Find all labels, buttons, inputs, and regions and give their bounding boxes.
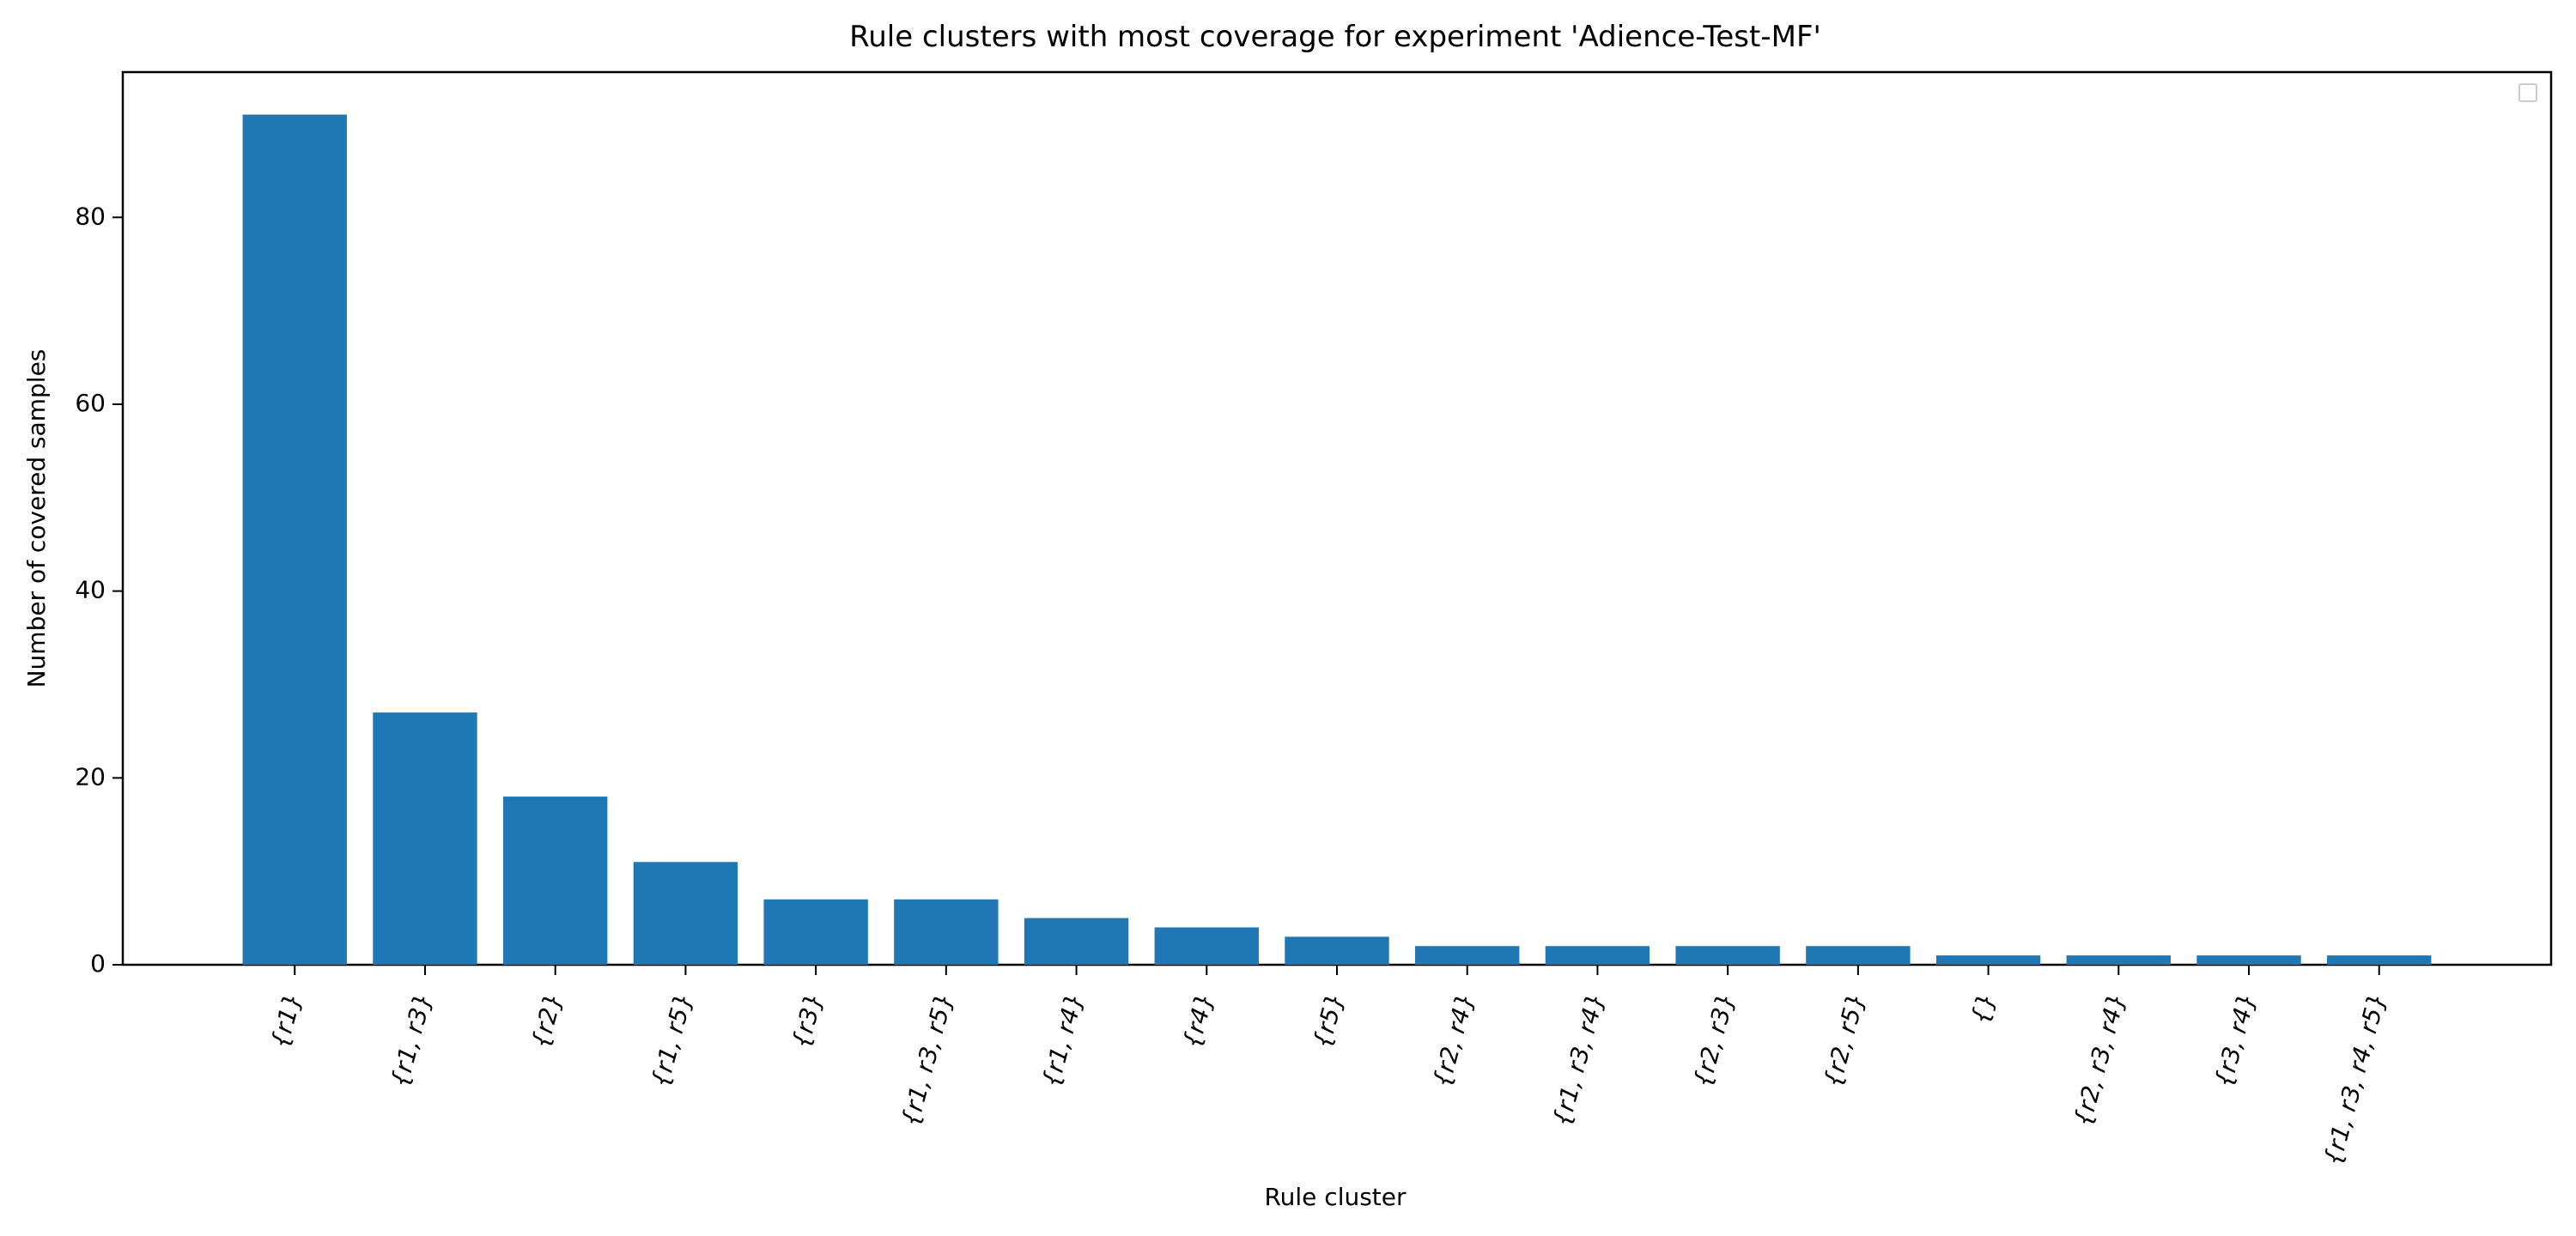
bar-4 [763,899,868,965]
x-tick-label-14: {r2, r3, r4} [2069,990,2131,1129]
x-axis-label: Rule cluster [1264,1183,1406,1211]
bar-8 [1285,936,1389,965]
y-tick-label-3: 60 [75,389,106,417]
bar-3 [633,862,738,965]
x-tick-label-5: {r1, r3, r5} [896,990,958,1129]
bar-15 [2196,955,2301,965]
bar-6 [1024,918,1129,965]
bar-2 [503,797,608,965]
y-axis-ticks: 0 20 40 60 80 [75,202,123,978]
x-tick-label-15: {r3, r4} [2209,990,2262,1090]
x-tick-label-8: {r5} [1308,990,1350,1051]
x-tick-label-11: {r2, r3} [1688,990,1741,1090]
x-tick-label-13: {} [1965,990,2001,1027]
bars-group [242,114,2432,965]
y-axis-label: Number of covered samples [22,349,51,688]
x-tick-label-12: {r2, r5} [1818,990,1870,1090]
bar-14 [2066,955,2171,965]
y-tick-label-0: 0 [90,949,106,978]
bar-9 [1415,946,1520,965]
x-tick-label-9: {r2, r4} [1427,990,1479,1090]
x-tick-label-1: {r1, r3} [386,990,438,1090]
bar-5 [894,899,999,965]
x-tick-label-3: {r1, r5} [646,990,698,1090]
bar-10 [1545,946,1650,965]
x-tick-label-0: {r1} [265,990,307,1051]
legend-box [2518,83,2537,102]
y-tick-label-2: 40 [75,576,106,604]
bar-13 [1935,955,2041,965]
x-axis-ticks: {r1} {r1, r3} {r2} {r1, r5} {r3} {r1, r3, r5}… [265,965,2391,1168]
x-tick-label-4: {r3} [787,990,829,1051]
bar-12 [1806,946,1911,965]
plot-area-frame [121,70,2553,966]
y-tick-label-4: 80 [75,202,106,230]
bar-0 [242,114,347,965]
x-tick-label-7: {r4} [1177,990,1219,1051]
y-tick-label-1: 20 [75,762,106,791]
bar-11 [1675,946,1780,965]
x-tick-label-6: {r1, r4} [1036,990,1089,1090]
chart-title: Rule clusters with most coverage for exp… [849,20,1821,54]
bar-1 [373,712,477,965]
x-tick-label-16: {r1, r3, r4, r5} [2318,990,2391,1168]
x-tick-label-10: {r1, r3, r4} [1547,990,1610,1129]
bar-7 [1154,927,1259,965]
x-tick-label-2: {r2} [526,990,568,1051]
bar-16 [2327,955,2432,965]
